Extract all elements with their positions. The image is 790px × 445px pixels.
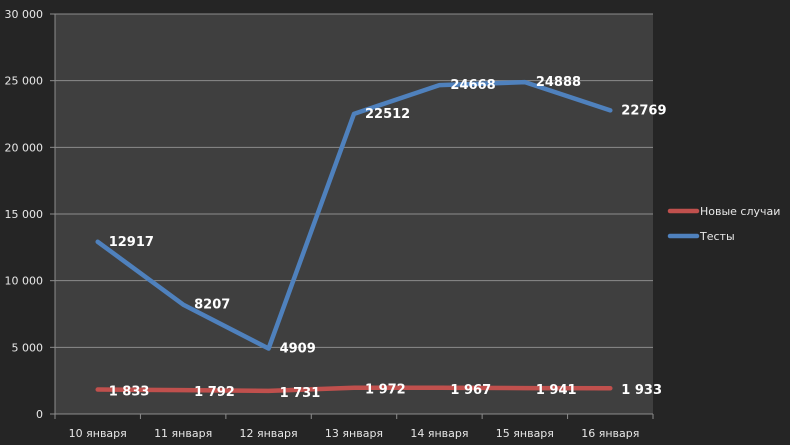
data-point [438, 84, 441, 87]
data-point [523, 81, 526, 84]
data-label: 1 933 [621, 383, 662, 398]
data-point [609, 109, 612, 112]
data-point [182, 303, 185, 306]
x-tick-label: 15 января [496, 427, 554, 440]
y-tick-label: 25 000 [5, 75, 44, 88]
y-tick-label: 10 000 [5, 275, 44, 288]
y-tick-label: 0 [36, 408, 43, 421]
x-tick-label: 11 января [154, 427, 212, 440]
data-point [523, 387, 526, 390]
data-label: 24668 [450, 78, 495, 93]
x-tick-label: 13 января [325, 427, 383, 440]
data-label: 12917 [109, 235, 154, 250]
data-label: 22512 [365, 107, 410, 122]
data-point [609, 387, 612, 390]
data-label: 1 972 [365, 383, 406, 398]
data-point [353, 386, 355, 389]
data-label: 24888 [536, 75, 581, 90]
data-point [353, 112, 355, 115]
data-point [438, 386, 441, 389]
data-label: 1 833 [109, 385, 150, 400]
data-point [182, 389, 185, 392]
data-label: 4909 [280, 342, 316, 357]
data-label: 1 792 [194, 385, 235, 400]
data-label: 1 941 [536, 383, 577, 398]
legend-label: Новые случаи [700, 205, 780, 218]
data-point [96, 388, 99, 391]
data-label: 1 967 [450, 383, 491, 398]
y-tick-label: 5 000 [12, 341, 44, 354]
y-tick-label: 15 000 [5, 208, 44, 221]
x-tick-label: 16 января [581, 427, 639, 440]
x-tick-label: 12 января [240, 427, 298, 440]
data-label: 1 731 [280, 386, 321, 401]
x-tick-label: 14 января [410, 427, 468, 440]
legend-label: Тесты [699, 230, 735, 243]
y-tick-label: 30 000 [5, 8, 44, 21]
data-point [96, 240, 99, 243]
y-tick-label: 20 000 [5, 141, 44, 154]
data-label: 8207 [194, 298, 230, 313]
data-label: 22769 [621, 103, 666, 118]
data-point [267, 389, 270, 392]
data-point [267, 347, 270, 350]
x-tick-label: 10 января [69, 427, 127, 440]
